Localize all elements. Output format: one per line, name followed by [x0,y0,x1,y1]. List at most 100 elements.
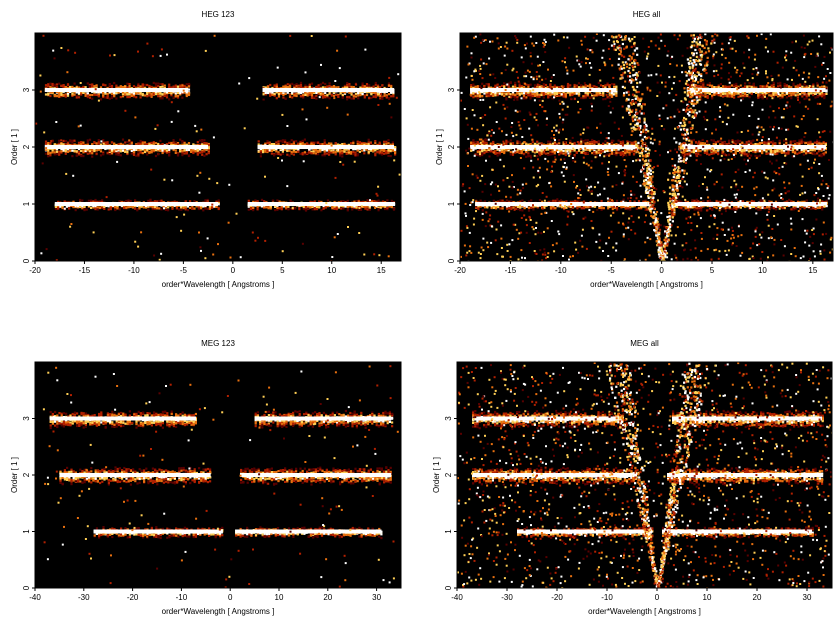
heatmap-cell [97,139,100,142]
heatmap-cell [143,149,147,152]
heatmap-cell [141,81,144,84]
heatmap-cell [724,206,727,209]
heatmap-cell [759,205,762,208]
heatmap-cell [533,150,537,153]
heatmap-cell [591,152,594,155]
heatmap-cell [741,200,745,203]
heatmap-cell [94,198,97,202]
heatmap-cell [387,139,390,142]
heatmap-cell [602,206,605,210]
heatmap-cell [508,207,511,210]
noise-pixel [154,127,157,130]
heatmap-cell [181,84,184,87]
heatmap-cell [772,207,775,210]
heatmap-cell [325,152,328,155]
noise-pixel [212,136,215,139]
heatmap-cell [766,206,769,209]
heatmap-cell [146,83,149,87]
heatmap-cell [569,208,572,211]
heatmap-cell [799,207,802,210]
heatmap-cell [266,85,270,88]
heatmap-cell [352,153,355,156]
heatmap-cell [530,199,533,202]
heatmap-cell [102,94,105,97]
heatmap-cell [125,206,128,209]
heatmap-cell [509,139,512,142]
heatmap-cell [321,148,324,152]
heatmap-cell [385,150,388,153]
heatmap-cell [99,154,103,157]
heatmap-cell [281,150,284,153]
heatmap-cell [489,150,493,153]
heatmap-cell [163,154,166,158]
heatmap-cell [313,208,316,211]
heatmap-cell [286,86,289,89]
heatmap-cell [55,83,59,86]
heatmap-cell [376,94,380,97]
heatmap-cell [108,84,111,87]
heatmap-cell [113,94,116,97]
heatmap-cell [80,149,83,152]
heatmap-cell [326,199,330,202]
heatmap-cell [374,81,377,85]
heatmap-cell [273,92,276,95]
heatmap-cell [323,137,326,140]
noise-pixel [335,149,338,152]
heatmap-cell [247,199,250,202]
heatmap-cell [785,200,789,203]
heatmap-cell [213,205,216,208]
heatmap-cell [620,205,623,208]
heatmap-cell [558,150,561,153]
heatmap-cell [62,143,65,146]
heatmap-cell [347,152,350,155]
heatmap-cell [126,148,129,151]
heatmap-cell [197,198,200,201]
heatmap-cell [617,151,620,154]
heatmap-cell [81,199,84,202]
heatmap-cell [281,148,284,151]
heatmap-cell [60,151,63,154]
heatmap-cell [69,86,72,89]
heatmap-cell [744,198,747,201]
heatmap-cell [510,207,513,211]
heatmap-cell [110,149,114,152]
heatmap-cell [174,137,177,140]
heatmap-cell [299,81,303,84]
heatmap-cell [183,152,186,155]
heatmap-cell [790,200,793,203]
heatmap-cell [328,153,331,156]
heatmap-cell [472,148,475,152]
heatmap-cell [307,207,310,210]
heatmap-cell [204,199,207,202]
heatmap-cell [262,93,265,96]
heatmap-cell [518,151,521,154]
heatmap-cell [49,82,52,85]
heatmap-cell [275,85,278,88]
heatmap-cell [562,152,565,155]
heatmap-cell [386,208,389,211]
noise-pixel [369,199,371,202]
heatmap-cell [264,149,267,152]
heatmap-cell [343,85,347,88]
heatmap-cell [321,81,325,84]
heatmap-cell [380,153,383,156]
heatmap-cell [207,152,210,155]
heatmap-cell [174,143,177,146]
heatmap-cell [174,99,177,102]
heatmap-cell [628,148,631,151]
heatmap-cell [394,153,397,156]
heatmap-cell [522,148,526,151]
heatmap-cell [130,142,133,145]
heatmap-cell [284,148,287,151]
heatmap-cell [198,143,202,146]
heatmap-cell [774,198,778,201]
heatmap-cell [115,84,118,87]
heatmap-cell [128,143,131,146]
heatmap-cell [183,98,186,101]
heatmap-cell [161,151,164,155]
heatmap-cell [334,151,337,154]
noise-pixel [257,236,259,239]
heatmap-cell [591,148,594,151]
heatmap-cell [321,154,324,157]
heatmap-cell [311,208,314,211]
